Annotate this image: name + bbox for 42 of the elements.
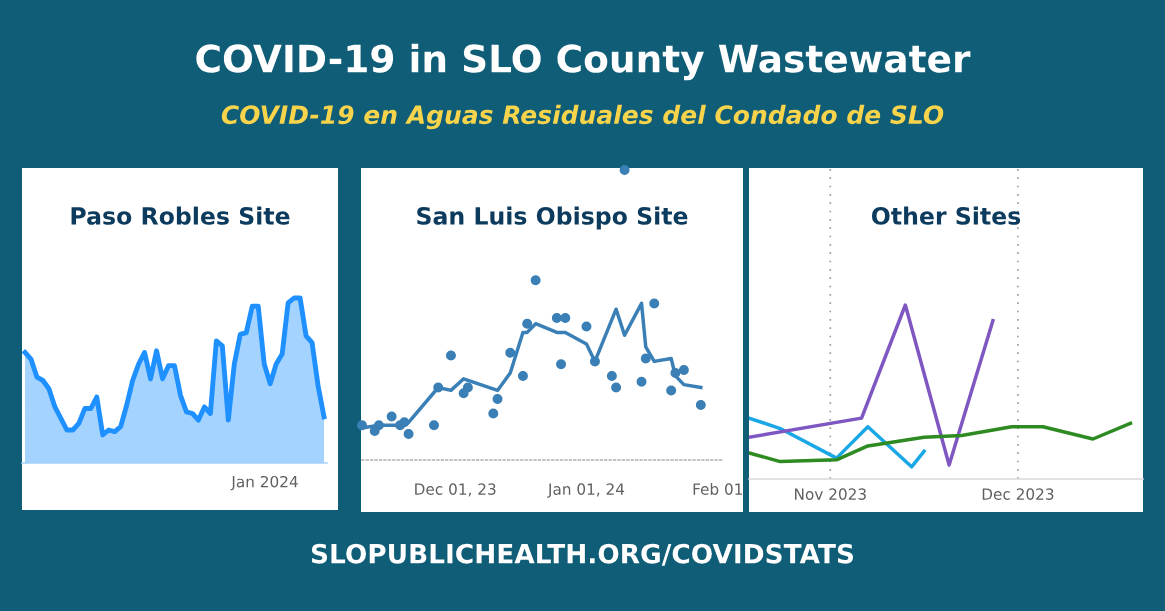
point xyxy=(517,370,528,381)
chart-title: Paso Robles Site xyxy=(71,206,290,225)
text: Jan 2024 xyxy=(230,475,298,491)
text: San Luis Obispo Site xyxy=(417,206,688,230)
point xyxy=(611,382,622,393)
x-tick-label: Dec 01, 23 xyxy=(415,483,496,497)
point xyxy=(492,394,503,405)
point xyxy=(403,428,414,439)
point xyxy=(530,275,541,286)
point xyxy=(619,165,630,175)
point xyxy=(640,353,651,364)
point xyxy=(589,356,600,367)
point xyxy=(445,350,456,361)
text: SLOPUBLICHEALTH.ORG/COVIDSTATS xyxy=(311,543,854,566)
point xyxy=(399,417,410,428)
point xyxy=(649,298,660,309)
point xyxy=(386,411,397,422)
text: COVID-19 in SLO County Wastewater xyxy=(196,43,971,81)
point xyxy=(678,365,689,376)
point xyxy=(670,368,681,378)
point xyxy=(606,370,617,381)
point xyxy=(522,318,533,329)
x-tick-label: Nov 2023 xyxy=(795,488,866,500)
point xyxy=(695,399,706,410)
x-tick-label: Feb 01 xyxy=(693,483,743,495)
point xyxy=(462,382,473,393)
point xyxy=(373,420,384,431)
point xyxy=(560,312,571,323)
point xyxy=(505,347,516,358)
point xyxy=(636,376,647,387)
point xyxy=(556,359,567,370)
chart-title: Other Sites xyxy=(871,206,1021,225)
x-tick-label: Jan 01, 24 xyxy=(547,483,625,498)
point xyxy=(488,408,499,419)
point xyxy=(357,420,367,431)
point xyxy=(551,312,562,323)
point xyxy=(429,420,439,431)
point xyxy=(666,385,677,396)
text: COVID-19 en Aguas Residuales del Condado de SLO xyxy=(221,104,944,130)
point xyxy=(581,321,592,332)
x-tick-label: Dec 2023 xyxy=(982,488,1054,500)
point xyxy=(433,382,444,393)
